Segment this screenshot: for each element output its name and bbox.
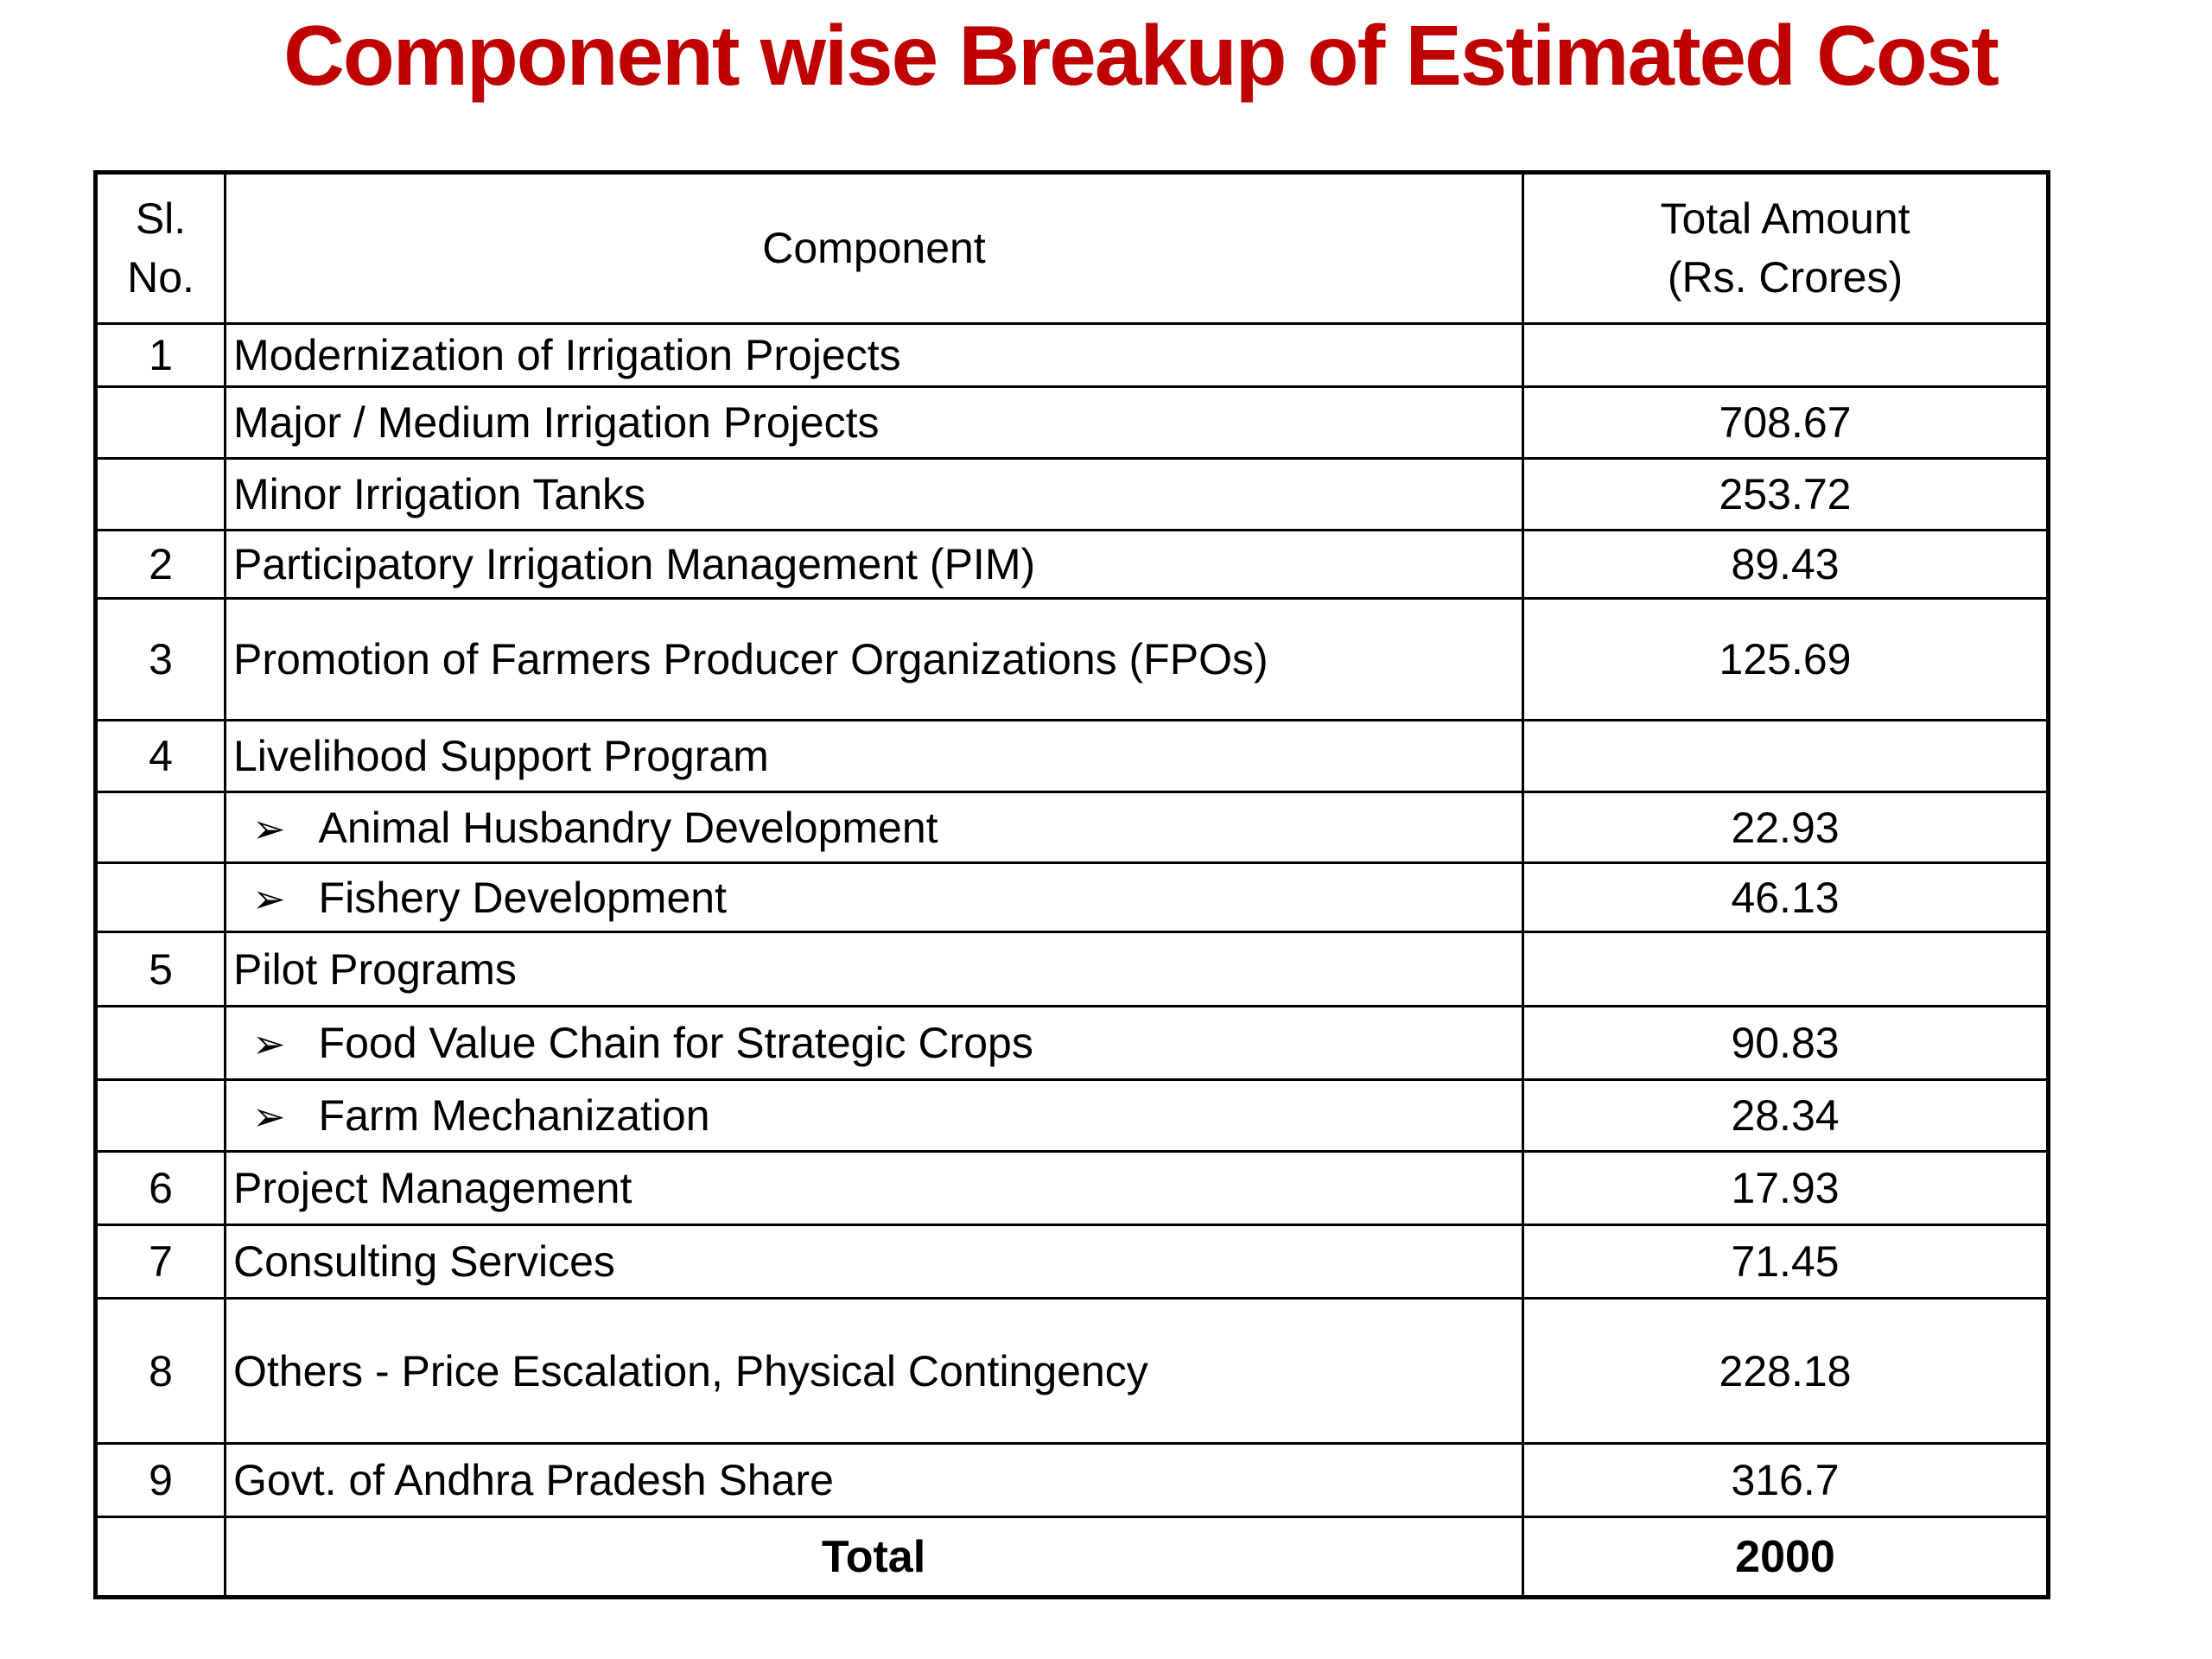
component-label: Farm Mechanization — [318, 1091, 710, 1140]
amount-cell: 22.93 — [1522, 791, 2050, 864]
table-row: Major / Medium Irrigation Projects 708.67 — [94, 385, 2050, 460]
component-cell: Total — [224, 1516, 1524, 1599]
table-row: 8 Others - Price Escalation, Physical Con… — [94, 1297, 2050, 1445]
amount-cell — [1522, 931, 2050, 1007]
component-cell: ➢ Animal Husbandry Development — [224, 791, 1524, 864]
table-row: ➢ Fishery Development 46.13 — [94, 861, 2050, 933]
sl-no-cell: 8 — [94, 1297, 226, 1445]
component-cell: Major / Medium Irrigation Projects — [224, 385, 1524, 460]
header-row: Sl. No. Component Total Amount (Rs. Cror… — [94, 171, 2050, 325]
component-label: Fishery Development — [318, 873, 727, 922]
component-label: Govt. of Andhra Pradesh Share — [233, 1456, 834, 1504]
component-cell: Modernization of Irrigation Projects — [224, 322, 1524, 388]
sl-no-cell — [94, 1516, 226, 1599]
sl-no-cell: 9 — [94, 1442, 226, 1518]
header-component: Component — [224, 171, 1524, 325]
amount-cell: 46.13 — [1522, 861, 2050, 933]
component-cell: ➢ Fishery Development — [224, 861, 1524, 933]
amount-cell — [1522, 719, 2050, 793]
table-row: ➢ Farm Mechanization 28.34 — [94, 1078, 2050, 1153]
component-label: Total — [821, 1531, 926, 1582]
page-title: Component wise Breakup of Estimated Cost — [283, 8, 1999, 103]
amount-cell: 708.67 — [1522, 385, 2050, 460]
table-row: ➢ Animal Husbandry Development 22.93 — [94, 791, 2050, 864]
table-row: 3 Promotion of Farmers Producer Organizat… — [94, 597, 2050, 721]
amount-cell: 71.45 — [1522, 1224, 2050, 1300]
sl-no-cell: 5 — [94, 931, 226, 1007]
amount-cell: 125.69 — [1522, 597, 2050, 721]
amount-cell: 17.93 — [1522, 1150, 2050, 1226]
arrowhead-right-bullet-icon: ➢ — [252, 874, 286, 922]
table-row: 6 Project Management 17.93 — [94, 1150, 2050, 1226]
table-row: 1 Modernization of Irrigation Projects — [94, 322, 2050, 388]
table-row: 7 Consulting Services 71.45 — [94, 1224, 2050, 1300]
sl-no-cell — [94, 791, 226, 864]
sl-no-cell: 6 — [94, 1150, 226, 1226]
sl-no-cell — [94, 457, 226, 531]
sl-no-cell — [94, 861, 226, 933]
sl-no-cell: 2 — [94, 529, 226, 600]
table-row: 2 Participatory Irrigation Management (PI… — [94, 529, 2050, 600]
sl-no-cell — [94, 1078, 226, 1153]
table-row: 4 Livelihood Support Program — [94, 719, 2050, 793]
component-label: Consulting Services — [233, 1237, 615, 1286]
total-row: Total 2000 — [94, 1516, 2050, 1599]
component-cell: Minor Irrigation Tanks — [224, 457, 1524, 531]
component-cell: Govt. of Andhra Pradesh Share — [224, 1442, 1524, 1518]
table-row: 9 Govt. of Andhra Pradesh Share 316.7 — [94, 1442, 2050, 1518]
table-row: 5 Pilot Programs — [94, 931, 2050, 1007]
component-label: Modernization of Irrigation Projects — [233, 331, 901, 379]
sl-no-cell: 1 — [94, 322, 226, 388]
component-label: Others - Price Escalation, Physical Cont… — [233, 1346, 1148, 1395]
sl-no-cell — [94, 385, 226, 460]
sl-no-cell: 3 — [94, 597, 226, 721]
component-label: Major / Medium Irrigation Projects — [233, 398, 880, 447]
component-label: Promotion of Farmers Producer Organizati… — [233, 635, 1268, 683]
arrowhead-right-bullet-icon: ➢ — [252, 1093, 286, 1140]
component-label: Project Management — [233, 1164, 632, 1212]
amount-cell: 28.34 — [1522, 1078, 2050, 1153]
component-cell: Project Management — [224, 1150, 1524, 1226]
component-cell: Livelihood Support Program — [224, 719, 1524, 793]
component-label: Food Value Chain for Strategic Crops — [318, 1019, 1033, 1067]
component-cell: Promotion of Farmers Producer Organizati… — [224, 597, 1524, 721]
table-row: ➢ Food Value Chain for Strategic Crops 90.… — [94, 1005, 2050, 1081]
component-cell: Consulting Services — [224, 1224, 1524, 1300]
amount-cell: 253.72 — [1522, 457, 2050, 531]
header-total-amount: Total Amount (Rs. Crores) — [1522, 171, 2050, 325]
cost-breakup-table: Sl. No. Component Total Amount (Rs. Cror… — [93, 170, 2050, 1599]
component-cell: Others - Price Escalation, Physical Cont… — [224, 1297, 1524, 1445]
header-sl-no: Sl. No. — [94, 171, 226, 325]
component-label: Animal Husbandry Development — [318, 803, 938, 852]
amount-cell: 89.43 — [1522, 529, 2050, 600]
component-cell: ➢ Farm Mechanization — [224, 1078, 1524, 1153]
amount-cell: 316.7 — [1522, 1442, 2050, 1518]
amount-cell: 228.18 — [1522, 1297, 2050, 1445]
sl-no-cell: 4 — [94, 719, 226, 793]
component-cell: Participatory Irrigation Management (PIM… — [224, 529, 1524, 600]
component-label: Participatory Irrigation Management (PIM… — [233, 540, 1036, 588]
sl-no-cell: 7 — [94, 1224, 226, 1300]
component-label: Pilot Programs — [233, 944, 517, 994]
table-row: Minor Irrigation Tanks 253.72 — [94, 457, 2050, 531]
arrowhead-right-bullet-icon: ➢ — [252, 1020, 286, 1067]
sl-no-cell — [94, 1005, 226, 1081]
component-label: Minor Irrigation Tanks — [233, 470, 646, 518]
component-label: Livelihood Support Program — [233, 732, 769, 780]
amount-cell: 90.83 — [1522, 1005, 2050, 1081]
amount-cell — [1522, 322, 2050, 388]
component-cell: ➢ Food Value Chain for Strategic Crops — [224, 1005, 1524, 1081]
arrowhead-right-bullet-icon: ➢ — [252, 804, 286, 852]
component-cell: Pilot Programs — [224, 931, 1524, 1007]
amount-cell: 2000 — [1522, 1516, 2050, 1599]
